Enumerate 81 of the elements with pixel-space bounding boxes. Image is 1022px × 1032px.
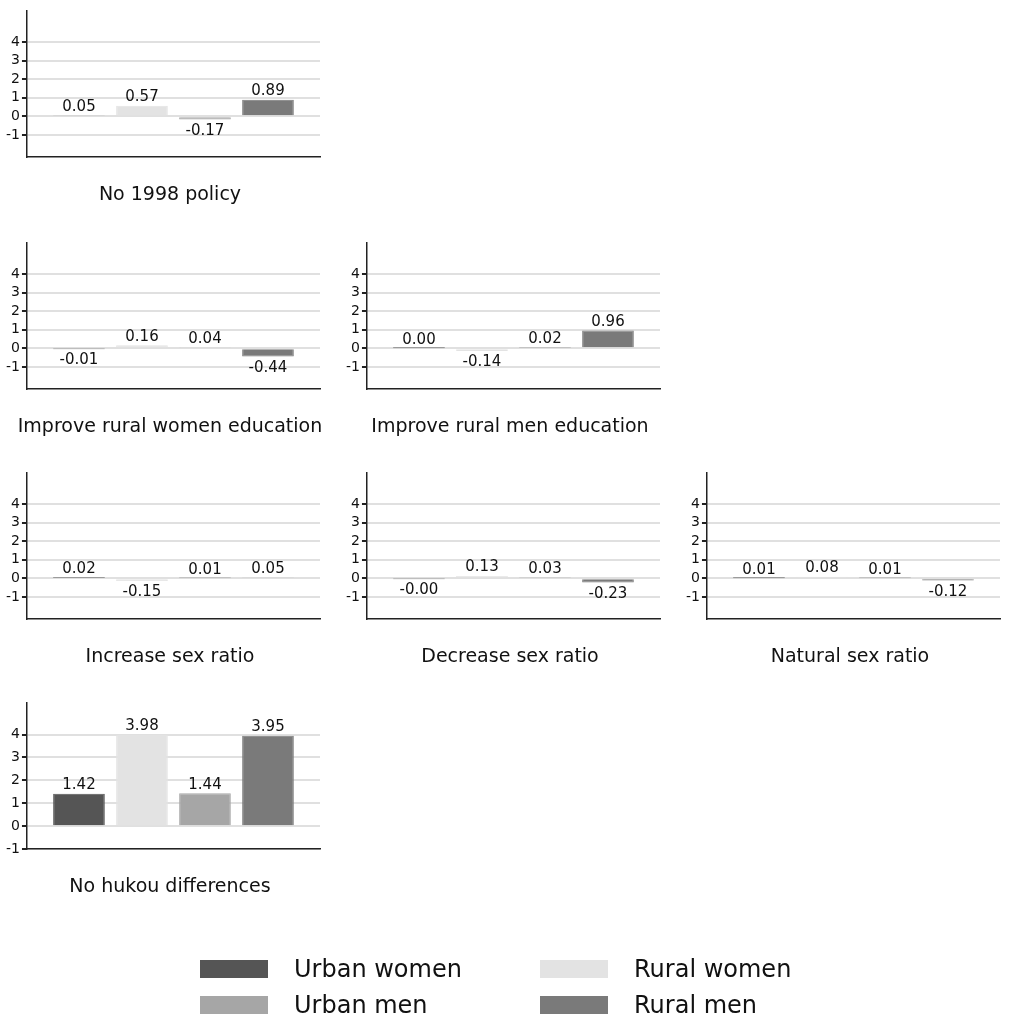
data-label: -0.12 xyxy=(928,581,968,600)
data-label: 3.98 xyxy=(125,716,159,735)
y-tick-label: 2 xyxy=(691,531,700,548)
y-tick-label: 2 xyxy=(11,301,20,318)
y-tick-label: 4 xyxy=(11,32,21,49)
data-label: -0.15 xyxy=(122,582,162,601)
y-tick-label: 3 xyxy=(11,748,20,765)
y-tick-label: 1 xyxy=(691,550,700,567)
data-label: 0.05 xyxy=(251,558,285,577)
y-tick-label: 0 xyxy=(691,568,700,585)
data-label: -0.01 xyxy=(59,349,99,368)
data-label: 0.03 xyxy=(528,559,562,578)
legend-label: Rural women xyxy=(634,955,792,983)
text: Improve rural men education xyxy=(370,414,650,436)
data-label: 0.02 xyxy=(62,559,96,578)
legend-label: Urban women xyxy=(294,955,462,983)
y-tick-label: 2 xyxy=(351,531,360,548)
y-tick-label: 2 xyxy=(11,69,20,86)
data-label: 0.01 xyxy=(742,559,776,578)
data-label: 3.95 xyxy=(251,717,285,736)
y-tick-label: 0 xyxy=(351,568,360,585)
y-tick-label: 2 xyxy=(351,301,360,318)
y-tick-label: 1 xyxy=(351,320,360,337)
data-label: 0.05 xyxy=(62,96,96,115)
y-tick-label: 2 xyxy=(11,771,20,788)
y-tick-label: 3 xyxy=(11,283,20,300)
y-tick-label: 1 xyxy=(11,320,20,337)
y-tick-label: 0 xyxy=(351,338,360,355)
data-label: -0.14 xyxy=(462,352,502,371)
y-tick-label: 0 xyxy=(11,568,20,585)
y-tick-label: 4 xyxy=(691,494,701,511)
data-label: 0.01 xyxy=(188,559,222,578)
y-tick-label: -1 xyxy=(5,357,20,374)
legend-label: Urban men xyxy=(294,991,428,1019)
text: Increase sex ratio xyxy=(84,644,256,666)
y-tick-label: -1 xyxy=(5,587,20,604)
data-label: 0.02 xyxy=(528,329,562,348)
y-tick-label: 3 xyxy=(691,513,700,530)
data-label: 0.89 xyxy=(251,81,285,100)
y-tick-label: 4 xyxy=(11,264,21,281)
text: No 1998 policy xyxy=(97,182,243,204)
y-tick-label: 3 xyxy=(11,513,20,530)
y-tick-label: 0 xyxy=(11,816,20,833)
data-label: 0.04 xyxy=(188,328,222,347)
y-tick-label: 4 xyxy=(351,494,361,511)
data-label: 0.08 xyxy=(805,558,839,577)
y-tick-label: 3 xyxy=(351,283,360,300)
y-tick-label: -1 xyxy=(5,125,20,142)
text: Decrease sex ratio xyxy=(420,644,600,666)
y-tick-label: -1 xyxy=(345,357,360,374)
data-label: 1.42 xyxy=(62,775,96,794)
data-label: -0.23 xyxy=(588,583,628,602)
data-label: 0.00 xyxy=(402,329,436,348)
y-tick-label: 1 xyxy=(11,793,20,810)
y-tick-label: 4 xyxy=(11,725,21,742)
y-tick-label: -1 xyxy=(345,587,360,604)
data-label: -0.44 xyxy=(248,357,288,376)
data-label: 0.13 xyxy=(465,557,499,576)
y-tick-label: -1 xyxy=(5,839,20,856)
legend-label: Rural men xyxy=(634,991,758,1019)
y-tick-label: 0 xyxy=(11,338,20,355)
data-label: -0.17 xyxy=(185,120,225,139)
data-label: 0.16 xyxy=(125,326,159,345)
data-label: 1.44 xyxy=(188,774,222,793)
text: Natural sex ratio xyxy=(769,644,931,666)
data-label: 0.96 xyxy=(591,311,625,330)
y-tick-label: 0 xyxy=(11,106,20,123)
y-tick-label: -1 xyxy=(685,587,700,604)
data-label: 0.57 xyxy=(125,87,159,106)
text: No hukou differences xyxy=(68,874,272,896)
text: Improve rural women education xyxy=(16,414,324,436)
data-label: 0.01 xyxy=(868,559,902,578)
data-label: -0.00 xyxy=(399,579,439,598)
y-tick-label: 3 xyxy=(351,513,360,530)
y-tick-label: 3 xyxy=(11,51,20,68)
y-tick-label: 1 xyxy=(11,550,20,567)
y-tick-label: 4 xyxy=(11,494,21,511)
y-tick-label: 1 xyxy=(11,88,20,105)
y-tick-label: 2 xyxy=(11,531,20,548)
y-tick-label: 1 xyxy=(351,550,360,567)
y-tick-label: 4 xyxy=(351,264,361,281)
